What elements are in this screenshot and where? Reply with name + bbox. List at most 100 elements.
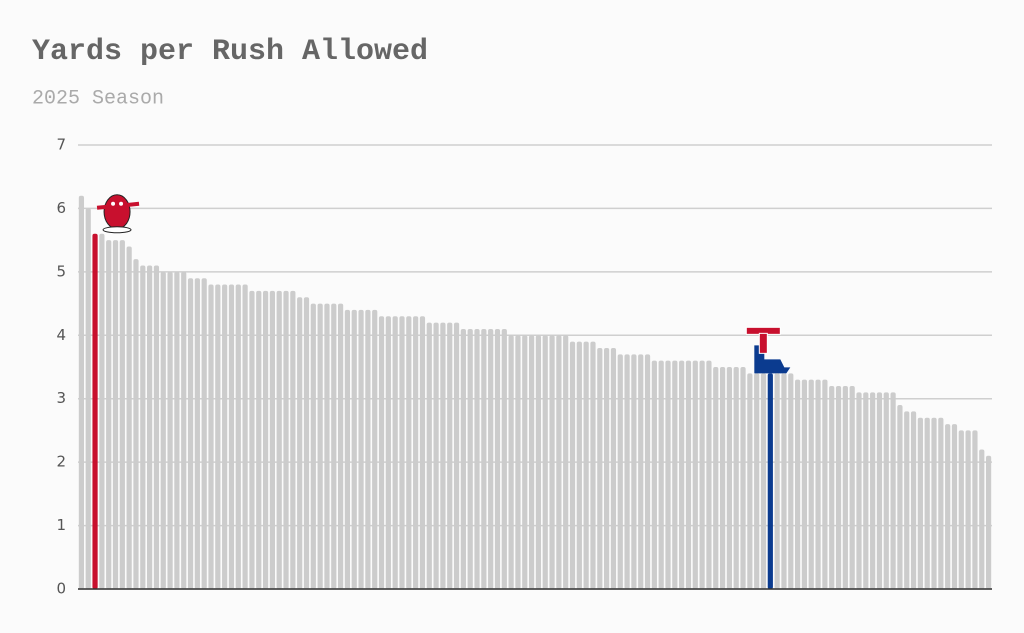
- logo-t-stem: [758, 332, 768, 354]
- bar: [249, 290, 255, 589]
- bar: [508, 335, 514, 589]
- bar: [876, 392, 883, 589]
- bar: [99, 233, 105, 590]
- bar: [788, 373, 794, 589]
- bar: [590, 341, 596, 589]
- bar: [119, 240, 125, 589]
- bar: [297, 297, 303, 589]
- bar: [85, 208, 91, 589]
- bar: [795, 379, 801, 589]
- bar: [692, 360, 698, 589]
- bar: [665, 360, 671, 589]
- y-tick-label: 7: [56, 136, 66, 154]
- bar: [972, 430, 978, 589]
- bar: [228, 284, 235, 589]
- bar: [453, 322, 460, 589]
- bar: [760, 373, 767, 589]
- bar: [406, 316, 412, 589]
- bar: [269, 290, 275, 589]
- bar: [917, 417, 923, 589]
- y-tick-label: 4: [56, 326, 66, 344]
- bar: [951, 424, 958, 589]
- bar: [706, 360, 712, 589]
- bar: [378, 316, 385, 589]
- bar: [726, 367, 732, 589]
- bar: [522, 335, 528, 589]
- bar: [883, 392, 889, 589]
- y-tick-label: 6: [56, 199, 66, 217]
- bar: [535, 335, 542, 589]
- chart-title: Yards per Rush Allowed: [32, 35, 428, 69]
- bar: [235, 284, 241, 589]
- bar: [460, 328, 466, 589]
- bar: [556, 335, 562, 589]
- bar: [945, 424, 951, 589]
- bar: [576, 341, 582, 589]
- bar: [160, 271, 166, 589]
- bar: [733, 367, 739, 589]
- bar: [835, 386, 842, 589]
- bar: [222, 284, 228, 589]
- bar: [290, 290, 296, 589]
- team-logo: [745, 326, 791, 374]
- bar: [262, 290, 269, 589]
- bar: [597, 347, 603, 589]
- bar: [904, 411, 910, 589]
- bar: [481, 328, 487, 589]
- bar: [638, 354, 644, 589]
- bar: [958, 430, 964, 589]
- bar: [801, 379, 808, 589]
- bar: [92, 233, 98, 590]
- bar: [719, 367, 726, 589]
- bar: [303, 297, 310, 589]
- bar: [413, 316, 419, 589]
- bar: [133, 259, 139, 589]
- bar: [965, 430, 971, 589]
- bar: [924, 417, 930, 589]
- bar: [528, 335, 535, 589]
- bar: [256, 290, 262, 589]
- bar: [515, 335, 521, 589]
- bar: [324, 303, 330, 589]
- bar: [392, 316, 398, 589]
- bar: [331, 303, 337, 589]
- logo-arm: [96, 201, 140, 210]
- bar: [447, 322, 453, 589]
- bar: [781, 373, 787, 589]
- bar: [310, 303, 316, 589]
- bar: [78, 195, 85, 589]
- bar: [931, 417, 937, 589]
- bar: [604, 347, 610, 589]
- bar: [112, 240, 119, 589]
- bar: [617, 354, 623, 589]
- bar: [358, 309, 364, 589]
- bar: [467, 328, 473, 589]
- bar: [140, 265, 146, 589]
- bar: [808, 379, 814, 589]
- logo-body: [103, 194, 131, 230]
- y-tick-label: 5: [56, 262, 66, 280]
- bar: [890, 392, 896, 589]
- logo-feet: [102, 226, 132, 234]
- bar: [979, 449, 985, 589]
- bar: [679, 360, 685, 589]
- bar: [126, 246, 132, 589]
- bar: [767, 373, 773, 589]
- bar: [822, 379, 828, 589]
- bar: [338, 303, 344, 589]
- bar: [194, 278, 200, 589]
- bar: [870, 392, 876, 589]
- bar: [283, 290, 289, 589]
- bar: [174, 271, 180, 589]
- bar: [549, 335, 555, 589]
- bar: [433, 322, 439, 589]
- bar: [672, 360, 678, 589]
- bar: [938, 417, 944, 589]
- bar: [440, 322, 446, 589]
- bar: [644, 354, 651, 589]
- bar: [153, 265, 160, 589]
- bar: [842, 386, 848, 589]
- bar: [399, 316, 405, 589]
- bar: [747, 373, 753, 589]
